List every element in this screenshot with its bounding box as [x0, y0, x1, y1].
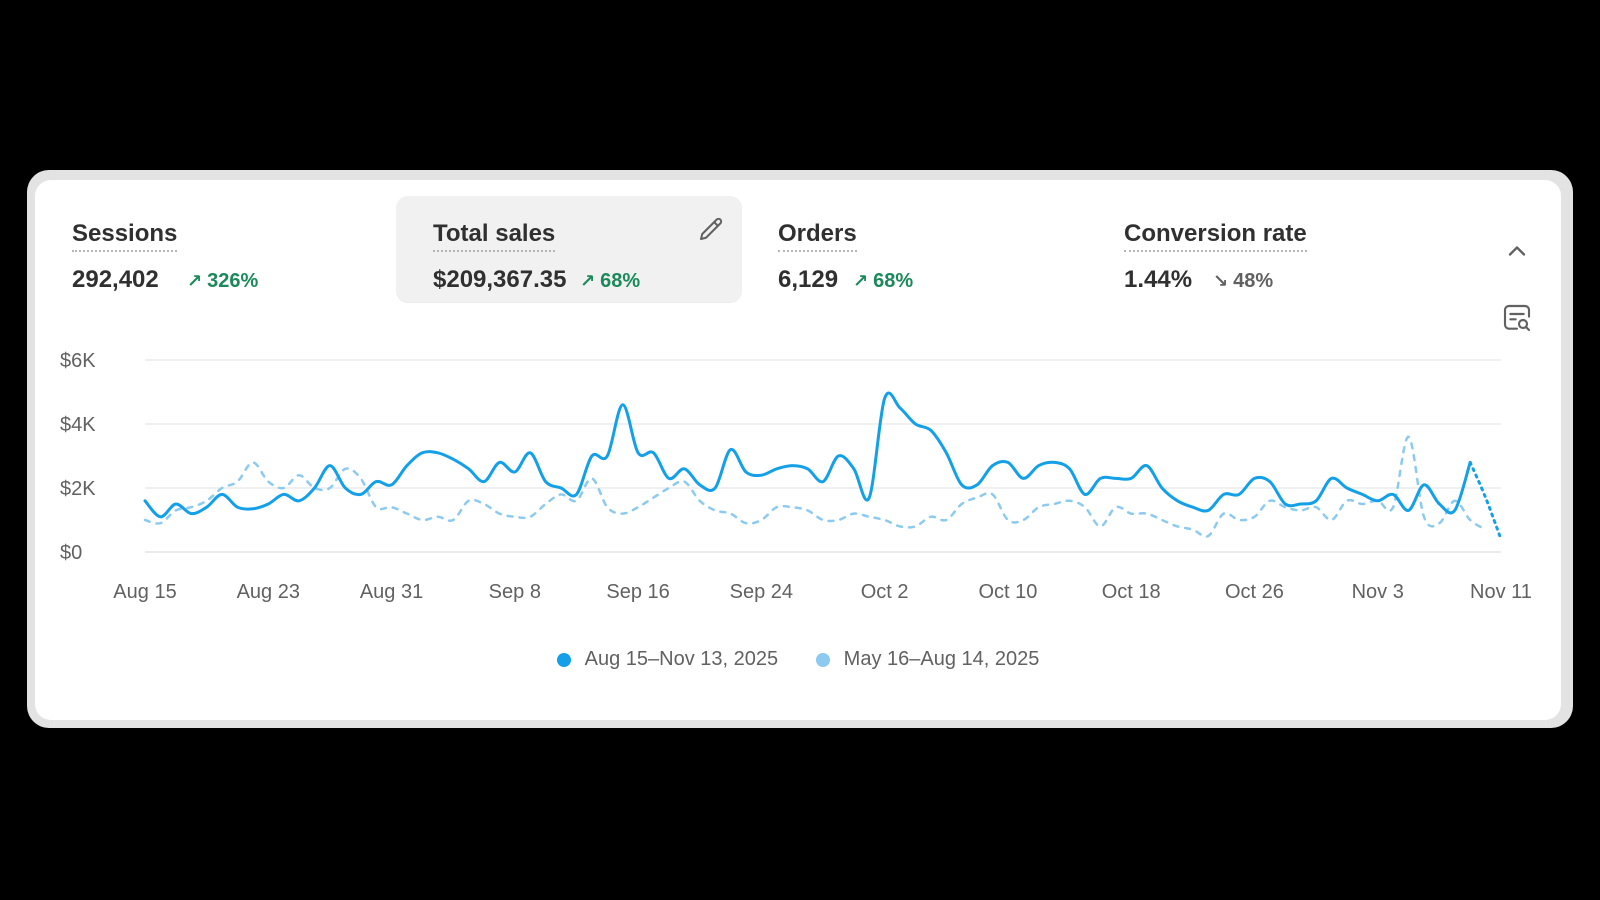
pencil-icon[interactable]	[696, 214, 726, 244]
x-tick-label: Aug 15	[113, 581, 176, 603]
chevron-up-icon[interactable]	[1503, 237, 1531, 265]
x-tick-label: Aug 31	[360, 581, 423, 603]
metric-value: 1.44%	[1124, 266, 1193, 293]
legend-dot-current	[556, 652, 571, 667]
legend-item-current[interactable]: Aug 15–Nov 13, 2025	[556, 648, 779, 671]
metric-sessions[interactable]: Sessions 292,402 ↗ 326%	[35, 196, 381, 302]
x-tick-label: Nov 3	[1352, 581, 1404, 603]
x-tick-label: Aug 23	[237, 581, 300, 603]
series-line-current-partial	[1468, 460, 1503, 541]
series-line-previous	[143, 435, 1487, 538]
metric-label[interactable]: Orders	[778, 220, 857, 252]
arrow-up-right-icon: ↗	[853, 271, 869, 291]
x-tick-label: Oct 18	[1102, 581, 1161, 603]
metric-total-sales[interactable]: Total sales $209,367.35 ↗ 68%	[396, 196, 742, 302]
chart-legend: Aug 15–Nov 13, 2025 May 16–Aug 14, 2025	[35, 648, 1561, 678]
x-tick-label: Oct 2	[861, 581, 909, 603]
metric-value: 292,402	[72, 266, 159, 293]
metric-change-value: 326%	[207, 270, 259, 292]
x-tick-label: Sep 16	[606, 581, 669, 603]
arrow-up-right-icon: ↗	[580, 271, 596, 291]
metric-value: 6,129	[778, 266, 839, 293]
chart-search-icon[interactable]	[1501, 302, 1533, 334]
metric-change: ↗ 326%	[187, 270, 258, 293]
metric-label[interactable]: Sessions	[72, 220, 178, 252]
sales-line-chart: $0 $2K $4K $6K Aug 15 Aug 23 Aug 31 Sep 8 Sep 16…	[60, 350, 1532, 603]
metric-orders[interactable]: Orders 6,129 ↗ 68%	[741, 196, 1087, 302]
metric-change-value: 48%	[1233, 270, 1274, 292]
metric-label[interactable]: Conversion rate	[1124, 220, 1307, 252]
analytics-card: Sessions 292,402 ↗ 326% Total sales $209,…	[35, 180, 1561, 720]
legend-item-previous[interactable]: May 16–Aug 14, 2025	[815, 648, 1040, 671]
legend-dot-previous	[815, 652, 830, 667]
metric-label[interactable]: Total sales	[433, 220, 556, 252]
arrow-up-right-icon: ↗	[187, 271, 203, 291]
x-tick-label: Oct 10	[978, 581, 1037, 603]
x-tick-label: Nov 11	[1470, 581, 1532, 603]
arrow-down-right-icon: ↘	[1213, 271, 1229, 291]
series-line-current	[143, 391, 1472, 519]
legend-label-previous: May 16–Aug 14, 2025	[843, 648, 1040, 670]
metrics-row: Sessions 292,402 ↗ 326% Total sales $209,…	[35, 196, 1561, 304]
y-tick-label: $0	[60, 542, 82, 564]
x-tick-label: Oct 26	[1225, 581, 1284, 603]
metric-change: ↘ 48%	[1213, 270, 1273, 293]
metric-value: $209,367.35	[433, 266, 567, 293]
metric-change: ↗ 68%	[853, 270, 913, 293]
y-tick-label: $6K	[60, 350, 96, 372]
metric-change-value: 68%	[600, 270, 641, 292]
legend-label-current: Aug 15–Nov 13, 2025	[584, 648, 779, 670]
y-tick-label: $4K	[60, 414, 96, 436]
metric-change-value: 68%	[873, 270, 914, 292]
metric-conversion-rate[interactable]: Conversion rate 1.44% ↘ 48%	[1087, 196, 1433, 302]
x-tick-label: Sep 8	[489, 581, 541, 603]
y-tick-label: $2K	[60, 478, 96, 500]
metric-change: ↗ 68%	[580, 270, 640, 293]
x-tick-label: Sep 24	[730, 581, 793, 603]
